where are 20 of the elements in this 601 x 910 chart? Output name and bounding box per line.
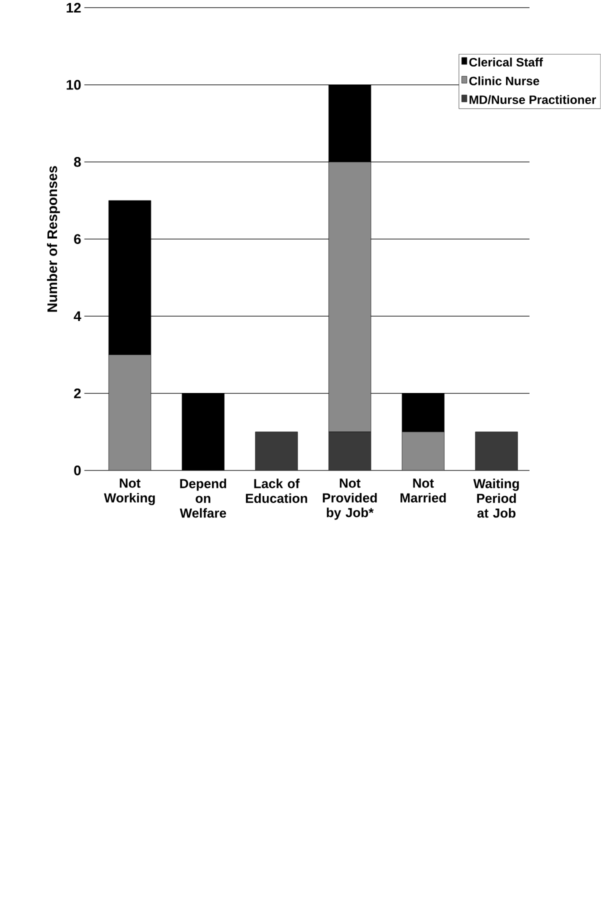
y-tick-label: 2 [74,388,81,398]
legend-label: Clerical Staff [469,58,544,67]
y-axis-title: Number of Responses [47,166,60,312]
x-tick-label: Not Married [400,478,446,502]
x-tick-label: Depend on Welfare [180,478,226,518]
legend-label: MD/Nurse Practitioner [470,95,596,104]
bar [108,354,152,470]
legend-label: Clinic Nurse [469,76,540,86]
y-tick-label: 10 [66,80,81,90]
x-tick-label: Lack of Education [246,478,308,503]
y-tick-label: 0 [74,466,81,476]
y-tick-label: 4 [74,311,82,321]
x-tick-label: Not Working [104,478,155,506]
y-tick-label: 8 [74,157,81,167]
bar [402,432,445,470]
x-tick-label: Not Provided by Job* [323,478,377,520]
bar [328,162,372,432]
x-tick-label: Waiting Period at Job [473,478,519,518]
y-tick-label: 6 [74,234,81,244]
y-tick-label: 12 [66,2,81,13]
